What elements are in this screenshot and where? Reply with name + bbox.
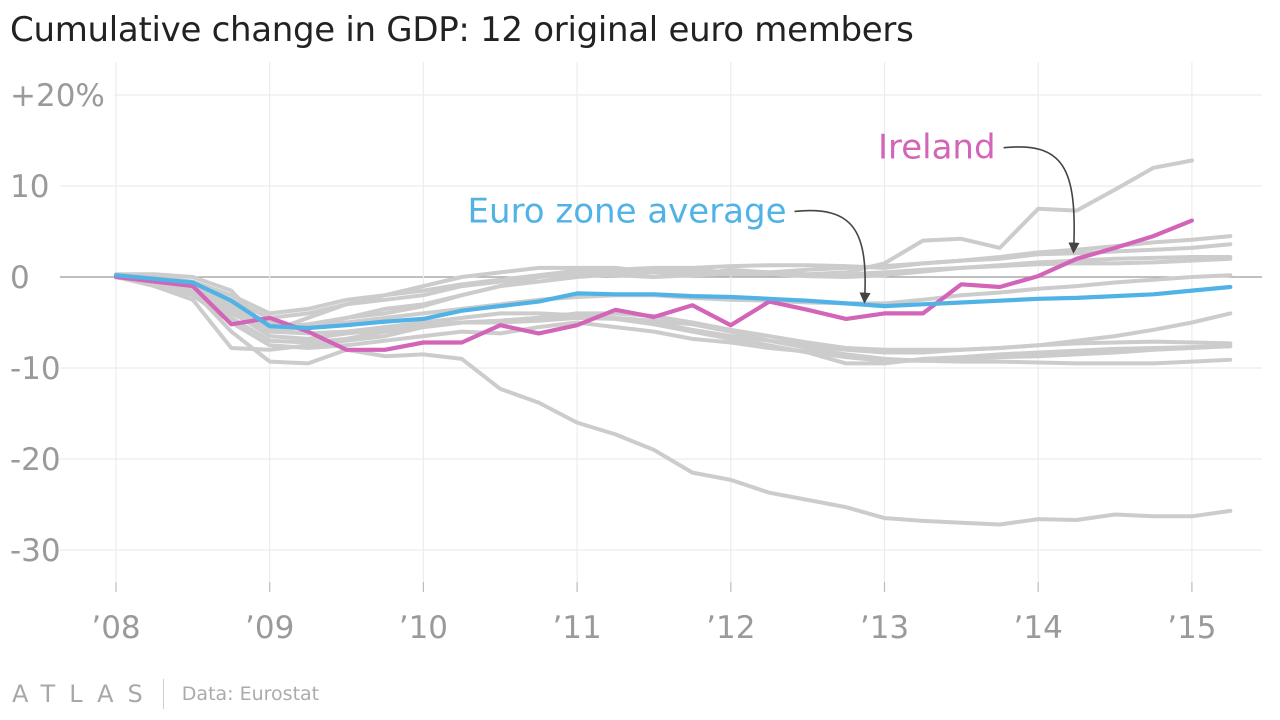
- x-tick-label: ’09: [245, 610, 294, 646]
- x-tick-label: ’12: [706, 610, 755, 646]
- chart-title: Cumulative change in GDP: 12 original eu…: [10, 10, 914, 50]
- x-tick-label: ’08: [91, 610, 140, 646]
- euro-zone-average-label: Euro zone average: [468, 191, 787, 231]
- country-line: [114, 275, 1233, 352]
- euro-zone-average-arrow: [794, 209, 871, 304]
- y-tick-label: -20: [10, 442, 61, 478]
- y-tick-label: 0: [10, 260, 30, 296]
- country-line: [114, 275, 1233, 527]
- x-tick-label: ’11: [552, 610, 601, 646]
- series-lines: [113, 158, 1233, 527]
- x-tick-label: ’15: [1167, 610, 1216, 646]
- atlas-logo: ATLAS: [12, 680, 157, 708]
- country-line: [114, 275, 1233, 366]
- y-tick-label: +20%: [10, 78, 105, 114]
- country-line: [114, 275, 1233, 366]
- euro-zone-average-line: [113, 273, 1233, 331]
- annotations: Ireland Euro zone average: [468, 128, 1080, 304]
- x-tick-label: ’10: [399, 610, 448, 646]
- y-tick-label: 10: [10, 169, 49, 205]
- x-tick-label: ’13: [860, 610, 909, 646]
- x-tick-label: ’14: [1014, 610, 1063, 646]
- y-tick-label: -30: [10, 533, 61, 569]
- country-line: [114, 234, 1233, 316]
- country-line: [114, 242, 1233, 320]
- ireland-label: Ireland: [878, 128, 996, 168]
- footer-divider: [162, 679, 164, 709]
- y-axis-ticks: +20% 10 0 -10 -20 -30: [10, 78, 105, 569]
- x-axis-ticks: ’08 ’09 ’10 ’11 ’12 ’13 ’14 ’15: [91, 610, 1216, 646]
- data-source: Data: Eurostat: [181, 683, 320, 705]
- ireland-arrow: [1003, 146, 1080, 254]
- y-tick-label: -10: [10, 351, 61, 387]
- chart-footer: ATLAS Data: Eurostat: [12, 676, 319, 712]
